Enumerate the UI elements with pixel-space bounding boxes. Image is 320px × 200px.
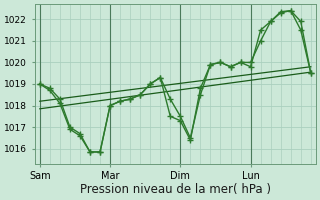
X-axis label: Pression niveau de la mer( hPa ): Pression niveau de la mer( hPa ) — [80, 183, 271, 196]
